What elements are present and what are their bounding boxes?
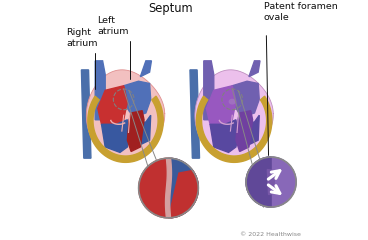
Polygon shape (102, 120, 129, 152)
Polygon shape (249, 61, 260, 77)
Polygon shape (95, 61, 105, 120)
Polygon shape (206, 86, 236, 124)
Polygon shape (140, 61, 151, 77)
Polygon shape (236, 111, 252, 151)
Circle shape (246, 157, 296, 207)
Polygon shape (169, 158, 198, 218)
Polygon shape (236, 115, 259, 145)
Polygon shape (195, 70, 273, 161)
Text: Patent foramen
ovale: Patent foramen ovale (264, 2, 338, 22)
Polygon shape (81, 70, 91, 158)
Polygon shape (229, 99, 235, 104)
Polygon shape (98, 86, 127, 124)
Text: Left
atrium: Left atrium (97, 16, 130, 79)
Polygon shape (166, 158, 171, 218)
Polygon shape (88, 96, 163, 162)
Polygon shape (204, 61, 214, 120)
Polygon shape (232, 81, 259, 118)
Polygon shape (121, 99, 127, 104)
Polygon shape (127, 115, 151, 145)
Polygon shape (86, 70, 165, 161)
Polygon shape (139, 158, 198, 218)
Polygon shape (169, 170, 198, 218)
Text: Septum: Septum (149, 2, 193, 15)
Polygon shape (246, 157, 271, 207)
Polygon shape (210, 120, 238, 152)
Polygon shape (267, 169, 275, 195)
Text: © 2022 Healthwise: © 2022 Healthwise (240, 232, 301, 237)
Text: Right
atrium: Right atrium (66, 28, 98, 89)
Polygon shape (124, 81, 151, 118)
Polygon shape (190, 70, 199, 158)
Polygon shape (197, 96, 272, 162)
Polygon shape (127, 111, 144, 151)
